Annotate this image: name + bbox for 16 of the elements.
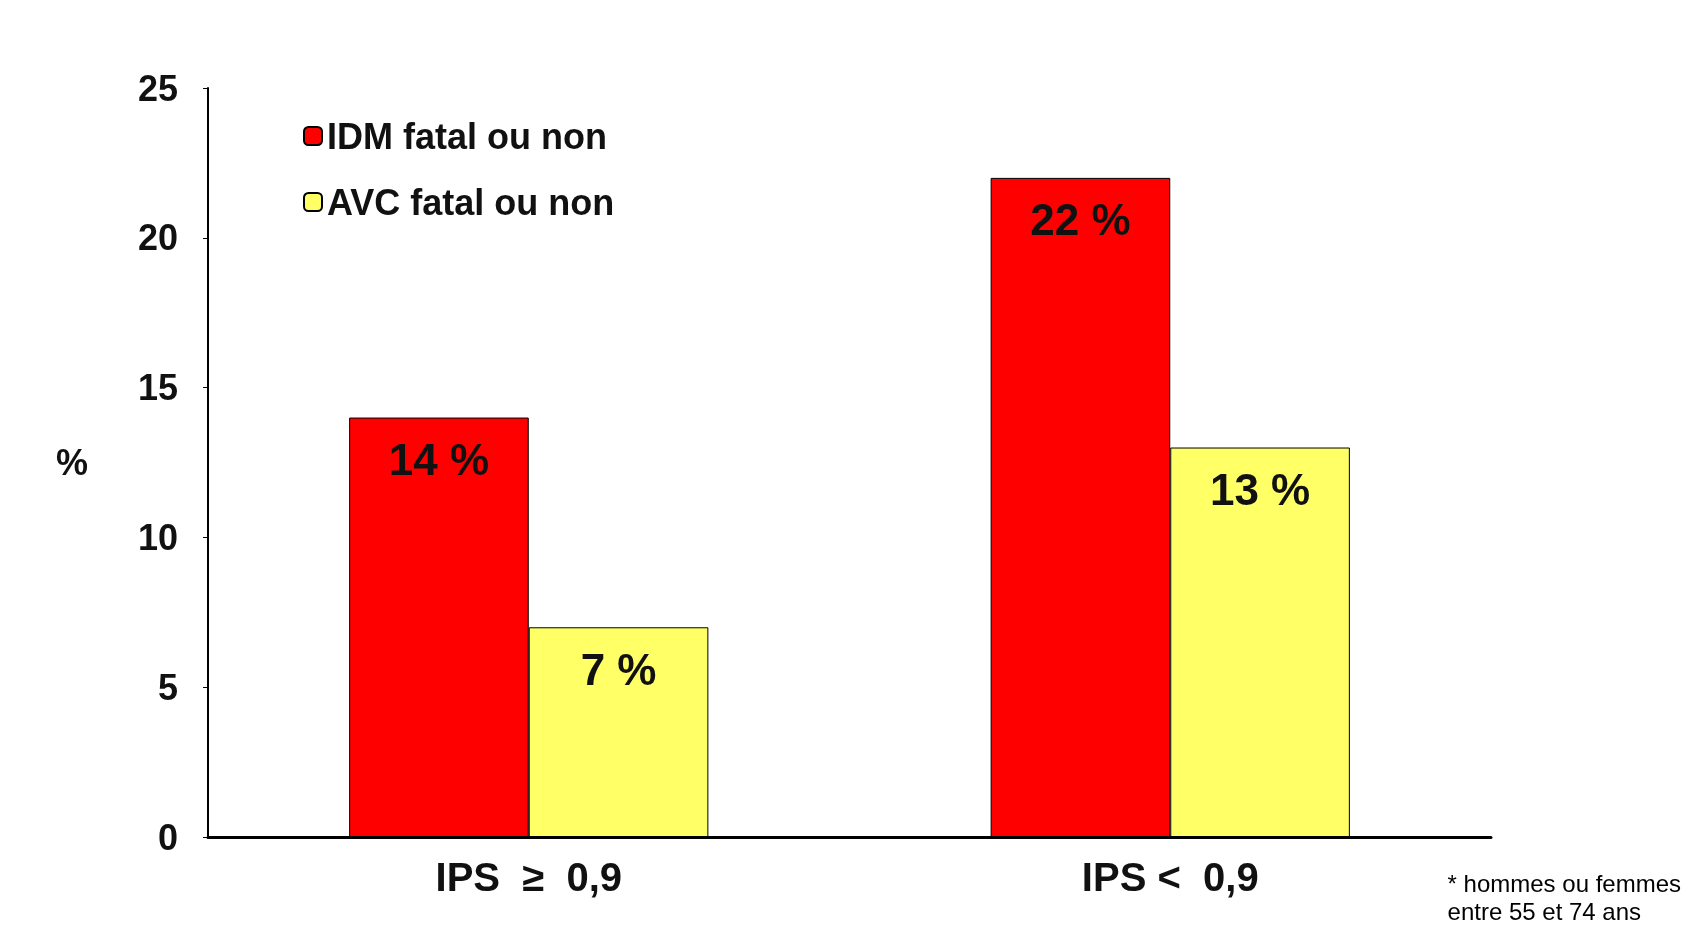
data-label: 14 %: [388, 435, 490, 485]
text: * hommes ou femmes entre 55 et 74 ans: [1447, 869, 1682, 925]
y-tick-label: 15: [137, 367, 178, 409]
y-axis-title: %: [55, 442, 88, 483]
y-tick-label: 5: [157, 666, 178, 708]
data-label: 13 %: [1209, 465, 1311, 515]
data-label: 7 %: [580, 644, 657, 694]
y-tick-label: 10: [137, 516, 178, 558]
y-tick-label: 0: [157, 816, 178, 858]
y-tick-label: 25: [137, 67, 178, 109]
legend-label: IDM fatal ou non: [327, 115, 607, 157]
data-label: 22 %: [1030, 195, 1131, 245]
y-tick-label: 20: [137, 217, 178, 259]
x-tick-label: IPS ≥ 0,9: [435, 855, 622, 899]
legend-label: AVC fatal ou non: [327, 181, 615, 223]
x-tick-label: IPS < 0,9: [1081, 855, 1259, 899]
